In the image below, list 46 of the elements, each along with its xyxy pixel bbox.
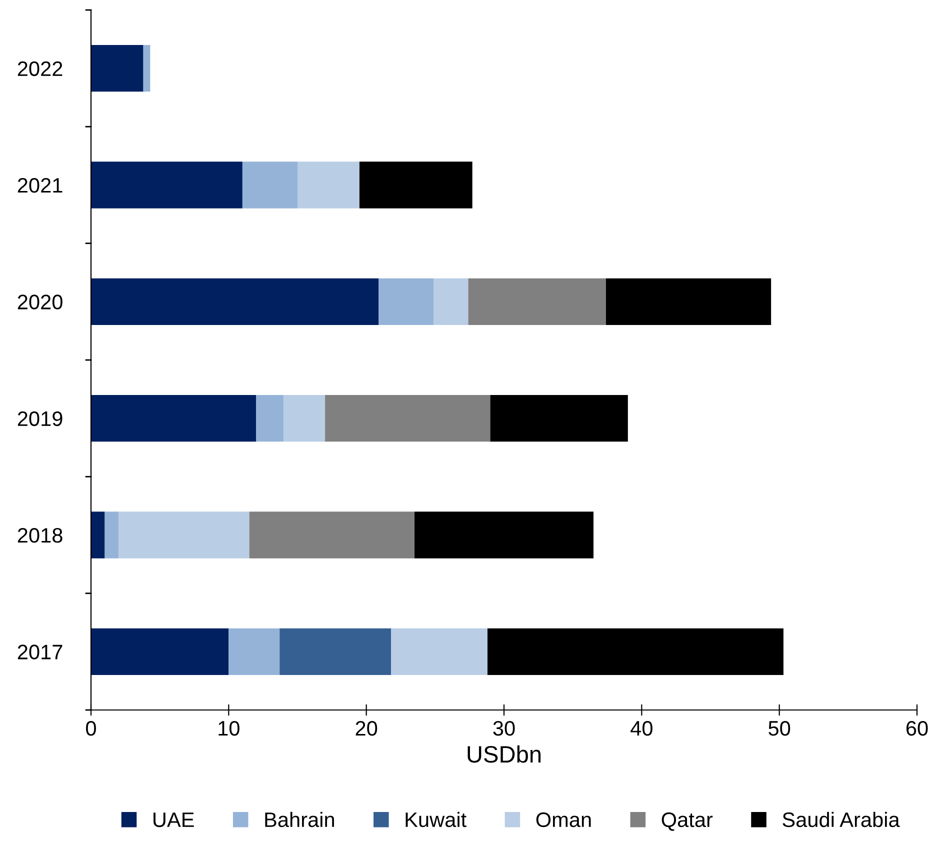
bar (242, 162, 298, 208)
legend-label: Saudi Arabia (782, 812, 900, 828)
bar (91, 45, 144, 92)
bar (118, 512, 250, 558)
bar (228, 628, 280, 675)
y-tick-label: 2022 (18, 61, 62, 76)
legend-label: UAE (154, 812, 194, 828)
legend-label: Qatar (662, 812, 713, 831)
bar (606, 278, 772, 325)
legend-label: Kuwait (406, 812, 466, 828)
bar (91, 628, 229, 675)
bar (280, 628, 392, 675)
y-tick-label: 2017 (18, 644, 62, 660)
bar (249, 512, 415, 558)
y-tick-label: 2021 (18, 178, 62, 193)
bar (391, 628, 488, 675)
x-axis-title: USDbn (468, 745, 541, 763)
bar (256, 395, 284, 442)
bar (91, 395, 256, 442)
bar (325, 395, 490, 442)
bar (143, 45, 150, 92)
bar (104, 512, 119, 558)
legend-label: Oman (536, 812, 591, 828)
bar (359, 162, 472, 208)
bar (434, 278, 468, 325)
bar (490, 395, 628, 442)
x-tick-label: 40 (630, 720, 652, 736)
bar (378, 278, 434, 325)
y-tick-label: 2019 (18, 411, 62, 426)
bar (414, 512, 594, 558)
bar (284, 395, 326, 442)
x-tick-label: 20 (356, 720, 378, 736)
bar (91, 278, 379, 325)
x-tick-label: 30 (493, 720, 515, 736)
x-tick-label: 50 (768, 720, 790, 736)
y-tick-label: 2018 (18, 528, 62, 543)
x-tick-label: 10 (218, 720, 240, 736)
y-tick-label: 2020 (18, 294, 62, 310)
bar (91, 162, 242, 208)
legend-label: Bahrain (265, 812, 334, 828)
bar (91, 512, 105, 558)
bar (468, 278, 606, 325)
x-tick-label: 60 (906, 720, 928, 736)
bar (298, 162, 360, 208)
x-tick-label: 0 (86, 720, 96, 736)
bar (487, 628, 784, 675)
